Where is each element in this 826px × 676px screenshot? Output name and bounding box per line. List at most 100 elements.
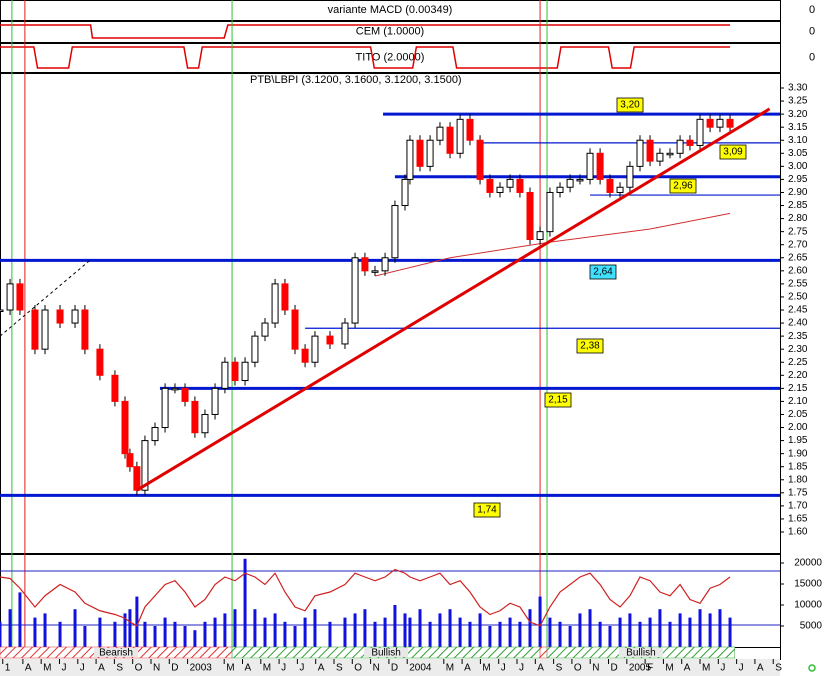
x-tick-label: S [116,663,123,674]
y-tick-label: 2.35 [788,331,808,342]
x-tick-label: J [739,663,744,674]
volume-bar [83,626,87,647]
trendline [136,107,771,492]
regime-label: Bullish [626,648,655,659]
y-tick-label: 2.10 [788,396,808,407]
candle [566,178,574,188]
candle [706,118,714,128]
level-label: 2,38 [580,341,600,352]
candle [416,139,424,167]
volume-bar [508,617,512,647]
y-tick-label: 1.95 [788,435,808,446]
candle [371,270,379,273]
candle [16,283,24,311]
candle [301,348,309,363]
y-tick-label: 2.70 [788,239,808,250]
x-tick-label: A [684,663,691,674]
candle [241,361,249,382]
y-tick-label: 2.25 [788,357,808,368]
volume-bar [548,617,552,647]
y-tick-label: 2.45 [788,305,808,316]
level-label-box [719,144,747,160]
volume-bar [708,613,712,647]
y-tick-label: 3.20 [788,109,808,120]
candle [221,361,229,389]
x-tick-label: A [537,663,544,674]
level-label-box [669,178,697,194]
volume-tick-label: 15000 [794,579,822,590]
y-tick-label: 2.15 [788,383,808,394]
x-tick-label: O [135,663,143,674]
volume-bar [393,605,397,647]
volume-bar [373,621,377,647]
x-tick-label: 1 [5,663,11,674]
candle [466,118,474,141]
y-tick-label: 2.75 [788,226,808,237]
x-tick-label: J [61,663,66,674]
volume-bar [658,609,662,647]
volume-bar [648,617,652,647]
candle [506,178,514,188]
candle [401,178,409,207]
x-tick-label: M [482,663,490,674]
x-tick-label: F [647,663,653,674]
level-label-box [473,502,501,518]
x-tick-label: S [336,663,343,674]
x-tick-label: M [263,663,271,674]
candle [191,400,199,434]
x-tick-label: A [757,663,764,674]
volume-bar [618,617,622,647]
candle [626,165,634,188]
volume-bar [183,626,187,647]
y-tick-label: 3.25 [788,96,808,107]
candle [71,309,79,324]
candle [326,335,334,345]
volume-bar [598,621,602,647]
candle [426,139,434,167]
candle [686,139,694,146]
candle [486,178,494,193]
volume-bar [383,617,387,647]
candle [726,118,734,128]
candle [666,152,674,156]
y-tick-label: 3.15 [788,122,808,133]
volume-bar [33,617,37,647]
candle [456,118,464,154]
x-tick-label: J [80,663,85,674]
y-tick-label: 2.20 [788,370,808,381]
x-tick-label: N [592,663,599,674]
y-tick-label: 2.90 [788,187,808,198]
level-label-box [616,97,644,113]
y-tick-label: 3.05 [788,148,808,159]
x-tick-label: A [98,663,105,674]
candle [676,139,684,154]
candle [126,453,134,468]
x-tick-label: J [720,663,725,674]
candle [361,257,369,272]
x-tick-label: A [244,663,251,674]
volume-bar [113,621,117,647]
volume-bar [203,621,207,647]
volume-bar [283,621,287,647]
candle [476,139,484,180]
panel-title: CEM (1.0000) [356,25,424,37]
candle [656,152,664,162]
volume-bar [698,609,702,647]
volume-bar [518,621,522,647]
candle [576,178,584,182]
volume-bar [558,621,562,647]
candle [596,152,604,180]
volume-bar [498,621,502,647]
candle [716,118,724,128]
volume-bar [43,613,47,647]
x-tick-label: M [446,663,454,674]
y-tick-label: 2.60 [788,265,808,276]
x-tick-label: S [775,663,782,674]
x-tick-label: S [556,663,563,674]
candle [141,440,149,491]
candle [516,178,524,193]
panel-line [0,24,731,39]
candle [111,374,119,402]
status-dot [808,664,816,672]
level-label: 2,64 [593,267,613,278]
